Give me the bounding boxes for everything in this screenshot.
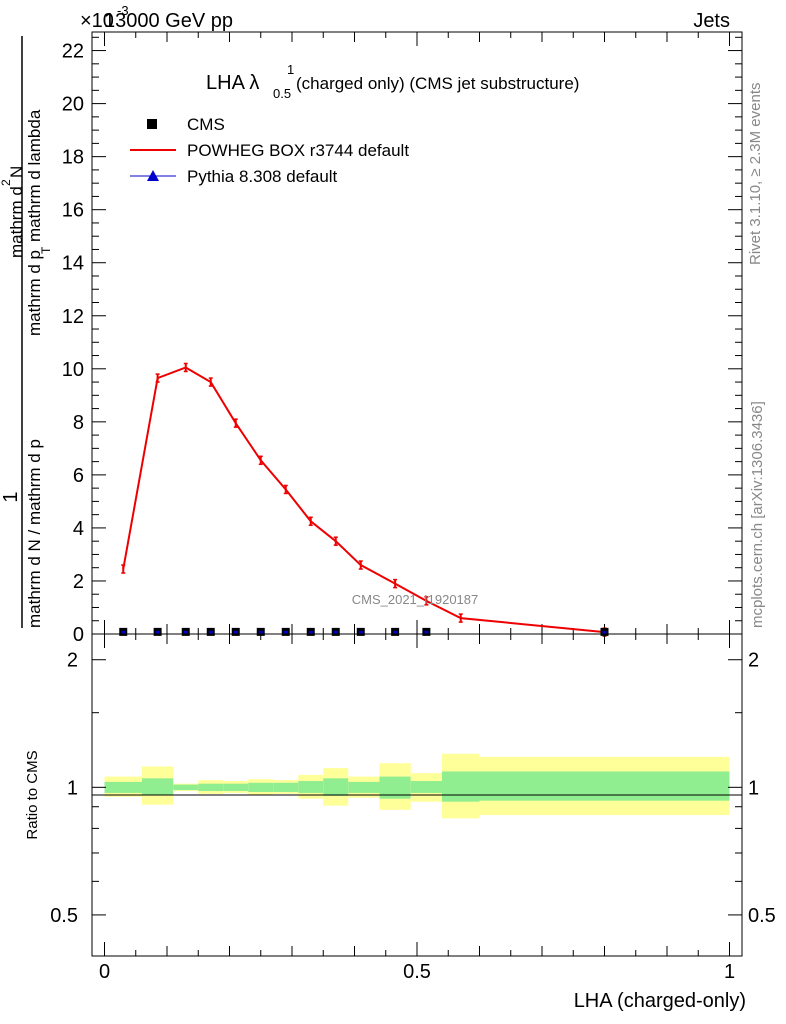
top-y-tick-label: 2	[73, 571, 84, 593]
top-y-tick-label: 16	[62, 200, 84, 222]
ratio-bands	[104, 753, 730, 819]
exponent-power: -3	[117, 3, 129, 18]
svg-text:LHA λ: LHA λ	[206, 72, 259, 94]
top-y-tick-label: 10	[62, 359, 84, 381]
ylabel-part-d: mathrm d lambda	[25, 109, 44, 242]
bottom-y-axis-label: Ratio to CMS	[24, 750, 41, 839]
pythia-marker-overlap	[283, 630, 288, 634]
ratio-band-inner	[410, 780, 442, 793]
top-y-tick-label: 12	[62, 306, 84, 328]
top-y-tick-label: 8	[73, 412, 84, 434]
ratio-band-inner	[348, 781, 380, 793]
bottom-x-axis-label: LHA (charged-only)	[574, 990, 746, 1012]
ylabel-part-a: mathrm d N / mathrm d p	[25, 439, 44, 628]
legend-marker-cms	[147, 119, 157, 129]
legend-marker-pythia	[147, 170, 159, 181]
pythia-marker-overlap	[183, 630, 188, 634]
exponent-label: ×10	[80, 10, 114, 32]
title-sup: 1	[287, 62, 294, 77]
pythia-marker-overlap	[308, 630, 313, 634]
rivet-version-text: Rivet 3.1.10, ≥ 2.3M events	[747, 83, 764, 266]
ratio-band-inner	[142, 778, 174, 795]
legend-label: Pythia 8.308 default	[187, 167, 338, 186]
pythia-marker-overlap	[333, 630, 338, 634]
ratio-band-inner	[173, 784, 199, 791]
pythia-marker-overlap	[208, 630, 213, 634]
pythia-marker-overlap	[424, 630, 429, 634]
bottom-y-tick-label: 1	[67, 777, 78, 799]
bottom-y-tick-label: 2	[67, 650, 78, 672]
title-main: LHA λ	[206, 72, 259, 94]
pythia-marker-overlap	[233, 630, 238, 634]
bottom-y-tick-label-right: 2	[748, 650, 759, 672]
pythia-marker-overlap	[258, 630, 263, 634]
top-y-tick-label: 22	[62, 41, 84, 63]
ratio-band-inner	[273, 782, 299, 792]
ratio-band-inner	[198, 783, 224, 792]
analysis-tag: CMS_2021_I1920187	[352, 592, 479, 607]
top-y-tick-label: 0	[73, 624, 84, 646]
ratio-band-inner	[223, 783, 249, 792]
legend-label: POWHEG BOX r3744 default	[187, 141, 409, 160]
top-y-ticks: 0 2 4 6 8 10 12 14 16 18 20 22	[62, 36, 742, 646]
bottom-x-tick-label: 1	[724, 961, 735, 983]
bottom-y-tick-label: 0.5	[50, 905, 78, 927]
top-y-axis-label: 1 mathrm d N / mathrm d p mathrm d 2 N m…	[0, 36, 53, 628]
pythia-marker-overlap	[155, 630, 160, 634]
panel-title: LHA λ 1 0.5 (charged only) (CMS jet subs…	[206, 62, 579, 101]
ylabel-part-b: mathrm d	[7, 186, 26, 258]
pythia-marker-overlap	[602, 630, 607, 634]
header-right: Jets	[693, 10, 730, 32]
ratio-band-inner	[442, 771, 480, 802]
ratio-band-inner	[323, 778, 349, 796]
top-y-tick-label: 18	[62, 147, 84, 169]
ratio-band-inner	[379, 776, 411, 799]
ylabel-part-b-sup: 2	[0, 179, 13, 186]
top-y-tick-label: 6	[73, 465, 84, 487]
ratio-band-inner	[104, 781, 142, 793]
top-y-tick-label: 14	[62, 253, 84, 275]
title-rest: (charged only) (CMS jet substructure)	[296, 74, 579, 93]
pythia-marker-overlap	[358, 630, 363, 634]
bottom-y-ticks: 0.5 0.5 1 1 2 2	[50, 650, 776, 927]
ylabel-part-b-rest: N	[7, 166, 26, 178]
ylabel-part-c: mathrm d p	[25, 250, 44, 336]
title-sub: 0.5	[273, 86, 291, 101]
ratio-band-inner	[298, 780, 324, 793]
bottom-x-tick-label: 0.5	[403, 961, 431, 983]
ratio-band-inner	[248, 782, 274, 792]
legend: CMS POWHEG BOX r3744 default Pythia 8.308 …	[130, 115, 409, 186]
bottom-x-tick-label: 0	[99, 961, 110, 983]
bottom-y-tick-label-right: 0.5	[748, 905, 776, 927]
series-line-powheg	[122, 366, 605, 634]
top-x-ticks	[104, 32, 730, 634]
bottom-panel: 0.5 0.51 12 2 0 0.5 1 Ratio to CMS LHA (charg…	[24, 633, 776, 1012]
pythia-marker-overlap	[121, 630, 126, 634]
ylabel-sub-t: T	[39, 246, 53, 254]
ratio-band-inner	[479, 771, 730, 801]
top-y-tick-label: 4	[73, 518, 84, 540]
top-y-tick-label: 20	[62, 94, 84, 116]
ylabel-numerator: 1	[0, 491, 22, 502]
legend-label: CMS	[187, 115, 225, 134]
mcplots-text: mcplots.cern.ch [arXiv:1306.3436]	[749, 401, 766, 628]
header-left: 13000 GeV pp	[104, 10, 233, 32]
bottom-x-ticks: 0 0.5 1	[99, 634, 735, 983]
bottom-y-tick-label-right: 1	[748, 777, 759, 799]
pythia-marker-overlap	[393, 630, 398, 634]
